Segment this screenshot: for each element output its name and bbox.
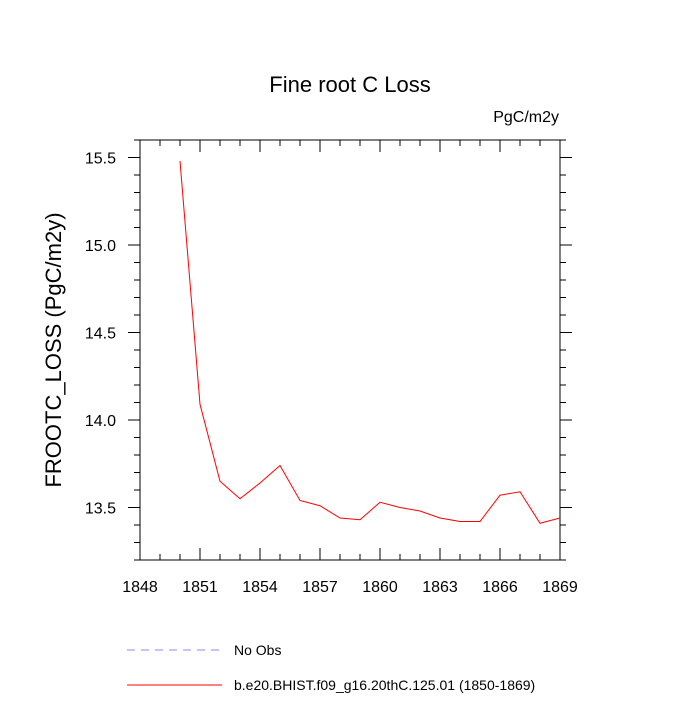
series-line-1: [179, 160, 561, 524]
x-tick-label: 1851: [182, 579, 218, 596]
x-tick-label: 1860: [362, 579, 398, 596]
legend-label: No Obs: [234, 642, 281, 658]
legend: No Obs b.e20.BHIST.f09_g16.20thC.125.01 (…: [127, 642, 535, 693]
ticks-layer: 1848 1851 1854 1857 1860 1863 1866 1869 13.5 14.0…: [85, 139, 578, 596]
y-tick-label: 14.0: [85, 413, 116, 430]
units-label: PgC/m2y: [493, 109, 559, 126]
plot-frame: [139, 139, 561, 561]
legend-label: b.e20.BHIST.f09_g16.20thC.125.01 (1850-1…: [234, 677, 535, 693]
x-tick-label: 1869: [542, 579, 578, 596]
y-tick-label: 13.5: [85, 501, 116, 518]
y-axis-label: FROOTC_LOSS (PgC/m2y): [41, 212, 66, 487]
x-tick-label: 1857: [302, 579, 338, 596]
y-tick-label: 15.0: [85, 238, 116, 255]
y-tick-label: 14.5: [85, 326, 116, 343]
chart-title: Fine root C Loss: [269, 72, 430, 97]
x-tick-label: 1863: [422, 579, 458, 596]
series-layer: [179, 160, 561, 524]
x-tick-label: 1866: [482, 579, 518, 596]
x-tick-label: 1854: [242, 579, 278, 596]
y-tick-label: 15.5: [85, 151, 116, 168]
x-tick-label: 1848: [122, 579, 158, 596]
